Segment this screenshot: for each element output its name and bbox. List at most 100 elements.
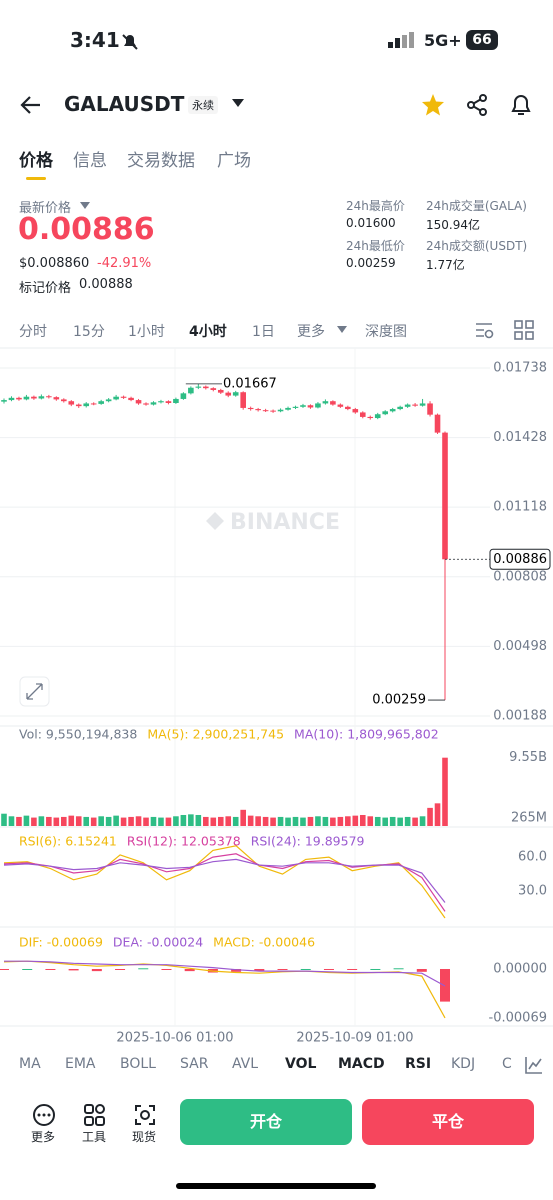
macd-bar bbox=[91, 968, 102, 972]
layout-icon[interactable] bbox=[514, 320, 534, 340]
macd-bar bbox=[300, 968, 311, 970]
home-indicator bbox=[176, 1183, 376, 1189]
more-dropdown[interactable] bbox=[337, 326, 347, 334]
volume-bar bbox=[38, 816, 45, 826]
volume-bar bbox=[397, 817, 403, 826]
volume-bar bbox=[285, 817, 291, 826]
last-price-label: 最新价格 bbox=[19, 201, 72, 216]
share-button[interactable] bbox=[465, 93, 489, 117]
volume-bar bbox=[277, 816, 284, 826]
candle-body bbox=[427, 403, 433, 415]
candle-body bbox=[352, 409, 359, 413]
volume-bar bbox=[210, 817, 217, 826]
spot-icon[interactable] bbox=[133, 1103, 157, 1127]
volume-bar bbox=[98, 816, 104, 826]
close-button[interactable]: 平仓 bbox=[362, 1099, 534, 1145]
indicator-line bbox=[3, 845, 446, 919]
interval[interactable]: 深度图 bbox=[365, 324, 407, 340]
symbol[interactable]: GALAUSDT bbox=[64, 92, 185, 116]
settings-icon[interactable] bbox=[474, 320, 496, 340]
volume-bar bbox=[322, 816, 329, 826]
volume-bar bbox=[60, 816, 67, 826]
volume-bar bbox=[1, 813, 7, 826]
indicator[interactable]: MACD bbox=[338, 1056, 385, 1072]
volume-bar bbox=[203, 816, 209, 826]
interval[interactable]: 更多 bbox=[297, 324, 325, 340]
stat-label: 24h最高价 bbox=[346, 199, 405, 213]
current-price-box bbox=[489, 548, 551, 570]
macd-bar bbox=[45, 968, 56, 970]
indicator[interactable]: EMA bbox=[65, 1056, 96, 1072]
y-tick-label: 30.0 bbox=[518, 884, 547, 899]
tab[interactable]: 信息 bbox=[73, 151, 107, 171]
mark-price: 0.00888 bbox=[79, 277, 133, 292]
back-button[interactable] bbox=[20, 94, 44, 116]
macd-bar bbox=[393, 968, 404, 970]
indicator-legend: MACD: -0.00046 bbox=[213, 935, 315, 950]
tool-label[interactable]: 更多 bbox=[31, 1130, 56, 1144]
indicator[interactable]: SAR bbox=[180, 1056, 209, 1072]
volume-bar bbox=[232, 816, 239, 826]
candle-body bbox=[210, 388, 217, 390]
volume-bar bbox=[345, 816, 351, 826]
indicator-line bbox=[4, 960, 446, 987]
favorite-star[interactable] bbox=[421, 93, 445, 117]
indicator[interactable]: MA bbox=[19, 1056, 41, 1072]
indicator[interactable]: AVL bbox=[232, 1056, 259, 1072]
status-time: 3:41 bbox=[70, 28, 120, 52]
candle-body bbox=[315, 403, 321, 408]
tool-label[interactable]: 现货 bbox=[132, 1130, 157, 1144]
candle-body bbox=[90, 403, 97, 405]
interval[interactable]: 分时 bbox=[19, 324, 47, 340]
macd-bar bbox=[115, 968, 126, 970]
interval[interactable]: 15分 bbox=[73, 324, 105, 340]
symbol-dropdown[interactable] bbox=[231, 98, 245, 108]
x-tick-label: 2025-10-09 01:00 bbox=[296, 1031, 413, 1046]
indicator[interactable]: C bbox=[502, 1056, 512, 1072]
indicator[interactable]: RSI bbox=[405, 1056, 432, 1072]
indicator[interactable]: KDJ bbox=[451, 1056, 476, 1072]
stat-label: 24h成交量(GALA) bbox=[426, 199, 527, 213]
indicator-legend: DEA: -0.00024 bbox=[113, 935, 203, 950]
volume-bar bbox=[352, 815, 359, 826]
candle-body bbox=[135, 400, 142, 404]
alert-button[interactable] bbox=[509, 93, 533, 117]
watermark-text: BINANCE bbox=[230, 510, 340, 535]
candle-body bbox=[359, 412, 366, 417]
label-dropdown[interactable] bbox=[80, 202, 90, 210]
tab[interactable]: 交易数据 bbox=[127, 151, 195, 171]
volume-bar bbox=[225, 816, 232, 826]
indicator[interactable]: BOLL bbox=[120, 1056, 156, 1072]
macd-bar bbox=[231, 968, 242, 972]
interval[interactable]: 1日 bbox=[252, 324, 275, 340]
open-button[interactable]: 开仓 bbox=[180, 1099, 352, 1145]
indicator[interactable]: VOL bbox=[285, 1056, 317, 1072]
volume-bar bbox=[434, 803, 441, 826]
indicator-settings[interactable] bbox=[524, 1055, 544, 1075]
volume-bar bbox=[31, 817, 37, 826]
more-icon[interactable] bbox=[32, 1103, 56, 1127]
interval[interactable]: 4小时 bbox=[189, 324, 227, 340]
candle-body bbox=[337, 404, 344, 407]
tab[interactable]: 价格 bbox=[19, 151, 53, 171]
signal-icon bbox=[388, 32, 414, 48]
candle-body bbox=[277, 409, 284, 412]
volume-bar bbox=[8, 816, 15, 826]
volume-bar bbox=[270, 817, 276, 826]
battery: 66 bbox=[466, 30, 498, 50]
interval[interactable]: 1小时 bbox=[128, 324, 165, 340]
watermark: BINANCE bbox=[206, 510, 340, 535]
candle-body bbox=[83, 403, 90, 407]
candle-body bbox=[165, 401, 172, 403]
candle-body bbox=[419, 403, 426, 406]
candle-body bbox=[382, 411, 389, 415]
candle-body bbox=[38, 396, 45, 399]
volume-bar bbox=[135, 816, 142, 826]
volume-bar bbox=[188, 814, 194, 826]
y-tick-label: 60.0 bbox=[518, 850, 547, 865]
y-tick-label: 0.01738 bbox=[493, 360, 547, 375]
tools-icon[interactable] bbox=[83, 1103, 107, 1127]
tab[interactable]: 广场 bbox=[217, 151, 251, 171]
tool-label[interactable]: 工具 bbox=[82, 1130, 107, 1144]
